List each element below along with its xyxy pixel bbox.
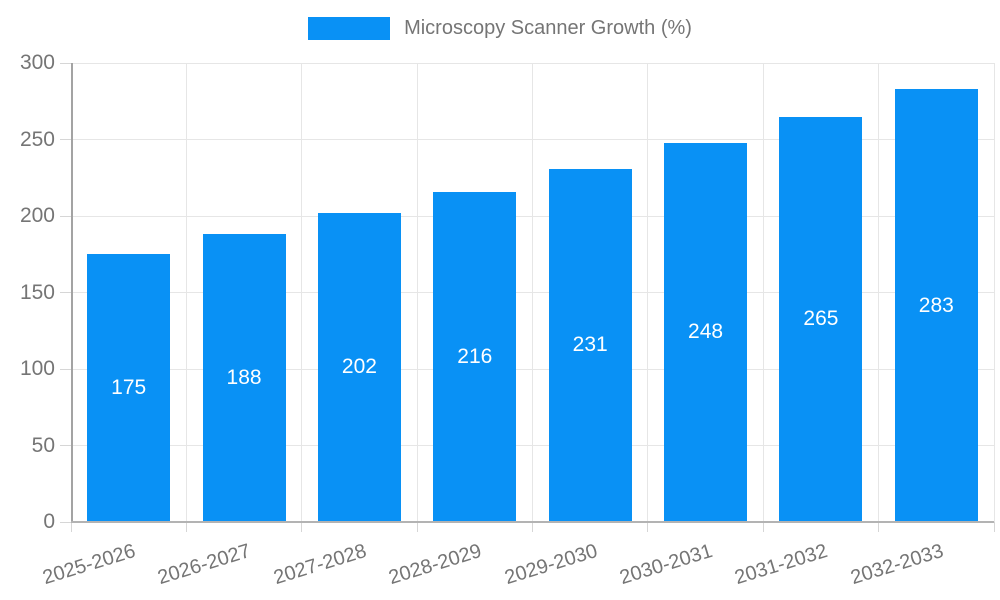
bar-value-label: 231 bbox=[572, 333, 608, 357]
y-tick-label-100: 100 bbox=[19, 357, 55, 380]
gridline-v-3 bbox=[416, 63, 418, 522]
bar-value-label: 283 bbox=[918, 293, 954, 317]
x-tick-1 bbox=[185, 522, 187, 532]
x-axis-line bbox=[71, 521, 994, 523]
x-tick-7 bbox=[878, 522, 880, 532]
bar-value-label: 202 bbox=[341, 355, 377, 379]
bar-2029-2030[interactable]: 231 bbox=[548, 168, 632, 522]
y-tick-label-300: 300 bbox=[19, 51, 55, 74]
gridline-v-8 bbox=[993, 63, 995, 522]
y-tick-200 bbox=[60, 215, 71, 217]
gridline-v-5 bbox=[647, 63, 649, 522]
legend-label: Microscopy Scanner Growth (%) bbox=[404, 17, 692, 39]
bar-2032-2033[interactable]: 283 bbox=[894, 89, 978, 522]
y-tick-50 bbox=[60, 445, 71, 446]
x-category-label: 2026-2027 bbox=[155, 540, 254, 590]
bar-2025-2026[interactable]: 175 bbox=[87, 254, 171, 522]
y-tick-250 bbox=[60, 139, 71, 140]
plot-area: 0 50 100 150 200 250 300 175 2025-2026 188 2026-20… bbox=[20, 52, 995, 589]
x-category-label: 2031-2032 bbox=[732, 540, 831, 590]
x-category-label: 2028-2029 bbox=[386, 540, 485, 590]
gridline-v-7 bbox=[878, 63, 880, 522]
bar-value-label: 188 bbox=[226, 366, 262, 390]
x-tick-5 bbox=[647, 522, 649, 532]
x-category-label: 2032-2033 bbox=[847, 540, 946, 590]
x-category-label: 2027-2028 bbox=[270, 540, 369, 590]
y-axis-line bbox=[71, 63, 73, 522]
y-tick-label-50: 50 bbox=[31, 433, 55, 457]
x-tick-4 bbox=[532, 522, 533, 532]
bar-value-label: 175 bbox=[111, 376, 147, 400]
gridline-v-2 bbox=[301, 63, 303, 522]
bar-2028-2029[interactable]: 216 bbox=[433, 191, 517, 522]
legend[interactable]: Microscopy Scanner Growth (%) bbox=[0, 17, 1000, 40]
y-tick-label-150: 150 bbox=[19, 280, 55, 304]
bar-2026-2027[interactable]: 188 bbox=[202, 234, 286, 522]
x-tick-6 bbox=[762, 522, 764, 532]
gridline-v-4 bbox=[532, 63, 533, 522]
y-tick-100 bbox=[60, 368, 71, 370]
bar-value-label: 216 bbox=[457, 344, 493, 368]
x-category-label: 2029-2030 bbox=[501, 540, 600, 590]
bar-value-label: 248 bbox=[688, 320, 724, 344]
x-category-label: 2030-2031 bbox=[617, 540, 715, 590]
bar-2031-2032[interactable]: 265 bbox=[779, 116, 863, 522]
x-tick-2 bbox=[301, 522, 303, 532]
y-tick-label-0: 0 bbox=[43, 510, 55, 533]
y-tick-label-250: 250 bbox=[19, 127, 55, 151]
y-tick-300 bbox=[60, 62, 71, 64]
gridline-v-1 bbox=[185, 63, 187, 522]
legend-swatch bbox=[308, 17, 391, 40]
x-tick-8 bbox=[993, 522, 995, 532]
x-tick-0 bbox=[70, 522, 72, 532]
bar-2027-2028[interactable]: 202 bbox=[317, 212, 401, 522]
x-category-label: 2025-2026 bbox=[40, 540, 139, 590]
bar-2030-2031[interactable]: 248 bbox=[664, 142, 748, 522]
x-tick-3 bbox=[416, 522, 418, 532]
bar-value-label: 265 bbox=[803, 307, 839, 331]
y-tick-150 bbox=[60, 292, 71, 293]
y-tick-0 bbox=[60, 521, 71, 523]
y-tick-label-200: 200 bbox=[19, 204, 55, 227]
gridline-v-6 bbox=[762, 63, 764, 522]
